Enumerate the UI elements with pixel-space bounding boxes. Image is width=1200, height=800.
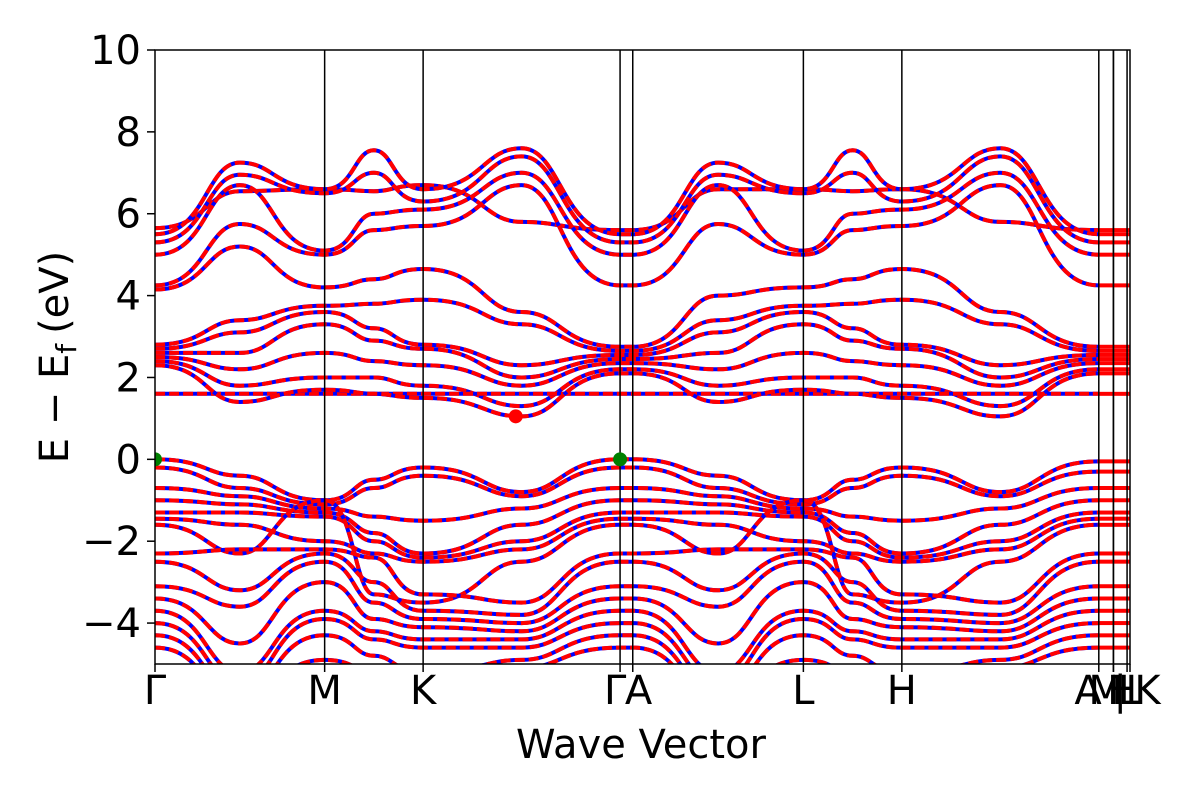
band-line-red (155, 297, 1099, 353)
x-tick-label: Γ (144, 668, 167, 714)
y-axis-title-subscript: f (50, 343, 83, 354)
y-tick-label: 0 (116, 437, 141, 483)
band-line-red (155, 498, 1099, 605)
band-line-red (155, 457, 1099, 503)
x-tick-label: M (307, 668, 342, 714)
band-line-red (155, 359, 1099, 409)
x-tick-label: K (1134, 668, 1162, 714)
extrema-markers (155, 409, 628, 467)
x-tick-label: L (792, 668, 815, 714)
x-tick-label: Γ (604, 668, 627, 714)
cbm-marker (508, 409, 523, 424)
x-axis-title: Wave Vector (516, 722, 767, 768)
x-tick-label: | (1114, 668, 1127, 714)
x-tick-label: M (1088, 668, 1123, 714)
y-axis-ticks: −4 −2 0 2 4 6 8 10 (82, 28, 155, 647)
x-tick-label: A (625, 668, 653, 714)
band-line-red (155, 551, 1099, 617)
kpoint-lines (323, 50, 1128, 664)
x-tick-label: A (1074, 668, 1102, 714)
y-tick-label: 2 (116, 355, 141, 401)
band-line-red (155, 363, 1099, 419)
band-line-red (155, 309, 1099, 368)
x-tick-label: K (410, 668, 438, 714)
band-line-blue (155, 244, 1099, 349)
plot-frame (154, 49, 1131, 665)
vbm-marker (613, 452, 628, 467)
band-line-red (155, 616, 1099, 664)
band-line-red (155, 244, 1099, 349)
x-tick-label: L (1118, 668, 1141, 714)
y-tick-label: −4 (82, 601, 141, 647)
y-axis-title-main: E − E (32, 354, 78, 464)
band-line-red (155, 154, 1099, 245)
band-line-red (155, 559, 1099, 626)
y-axis-title: E − Ef (eV) (32, 251, 83, 464)
y-tick-label: 10 (90, 28, 141, 74)
y-tick-label: −2 (82, 519, 141, 565)
y-tick-label: 4 (116, 274, 141, 320)
x-axis-ticks: Γ M K ΓA L H AM|LHK (144, 664, 1162, 714)
bands-layer (155, 146, 1130, 664)
x-tick-label: H (1107, 668, 1137, 714)
y-axis-title-unit: (eV) (32, 251, 78, 334)
y-tick-label: 8 (116, 110, 141, 156)
vbm-marker (155, 452, 162, 467)
band-line-red (155, 580, 1099, 646)
y-tick-label: 6 (116, 192, 141, 238)
x-tick-label: H (887, 668, 917, 714)
